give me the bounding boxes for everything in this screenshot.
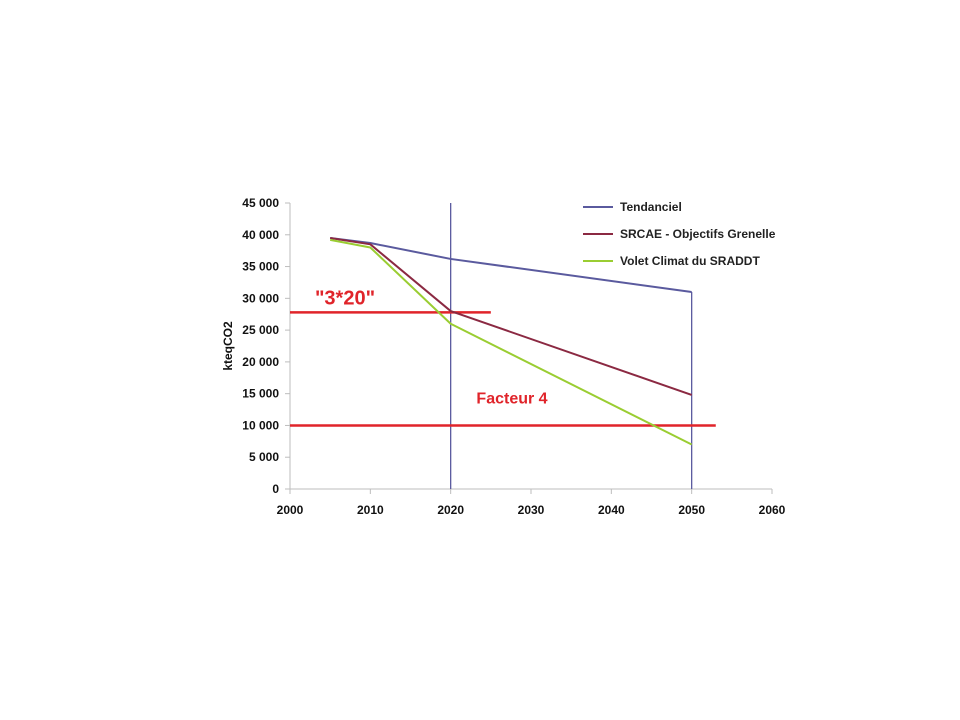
vertical-markers <box>450 203 693 489</box>
y-tick-label: 45 000 <box>242 196 279 210</box>
x-tick-label: 2000 <box>277 503 304 517</box>
y-tick-label: 5 000 <box>249 450 279 464</box>
y-tick-label: 15 000 <box>242 387 279 401</box>
y-tick-label: 25 000 <box>242 323 279 337</box>
chart-legend: Tendanciel SRCAE - Objectifs Grenelle Vole… <box>583 200 776 268</box>
x-tick-label: 2060 <box>759 503 786 517</box>
legend-label: Volet Climat du SRADDT <box>620 254 760 268</box>
y-axis-label: kteqCO2 <box>221 321 235 371</box>
x-tick-label: 2040 <box>598 503 625 517</box>
y-tick-label: 20 000 <box>242 355 279 369</box>
chart-axes: 0 5 000 10 000 15 000 20 000 25 000 30 000 35 0… <box>242 196 785 517</box>
legend-label: SRCAE - Objectifs Grenelle <box>620 227 776 241</box>
y-tick-label: 30 000 <box>242 291 279 305</box>
y-tick-label: 40 000 <box>242 228 279 242</box>
x-tick-label: 2050 <box>678 503 705 517</box>
x-tick-label: 2030 <box>518 503 545 517</box>
reference-label: "3*20" <box>315 287 375 309</box>
y-tick-label: 10 000 <box>242 418 279 432</box>
y-tick-label: 35 000 <box>242 260 279 274</box>
x-tick-label: 2010 <box>357 503 384 517</box>
chart-series <box>329 236 693 446</box>
reference-label: Facteur 4 <box>476 390 547 407</box>
x-tick-label: 2020 <box>437 503 464 517</box>
legend-label: Tendanciel <box>620 200 682 214</box>
y-tick-label: 0 <box>272 482 279 496</box>
series-line <box>330 236 692 396</box>
reference-lines: "3*20" Facteur 4 <box>290 287 716 427</box>
series-line <box>329 238 693 446</box>
